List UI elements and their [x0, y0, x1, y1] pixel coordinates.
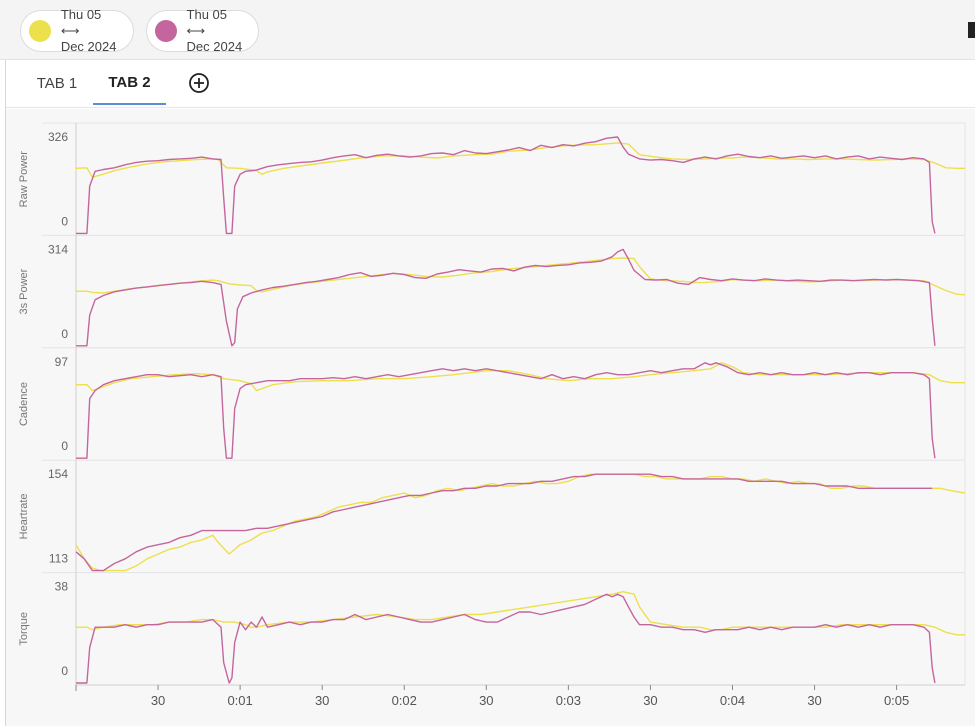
x-tick-label: 0:01	[227, 693, 252, 708]
x-tick-label: 30	[479, 693, 493, 708]
tab-bar: TAB 1 TAB 2	[6, 61, 975, 108]
x-tick-label: 30	[151, 693, 165, 708]
y-tick-label-min: 0	[61, 439, 68, 453]
x-tick-label: 30	[315, 693, 329, 708]
series-line-1	[76, 591, 965, 636]
y-tick-label-max: 154	[48, 467, 68, 481]
x-tick-label: 0:02	[392, 693, 417, 708]
session-chip-1[interactable]: Thu 05 ⟷ Dec 2024	[20, 7, 134, 55]
x-tick-label: 0:03	[556, 693, 581, 708]
session-date-label: Thu 05 ⟷ Dec 2024	[61, 7, 123, 55]
chart-panel-1: 326 0 Raw Power	[18, 122, 966, 236]
session-color-dot	[155, 20, 177, 42]
session-date-line2: Dec 2024	[186, 39, 243, 54]
tab-1[interactable]: TAB 1	[36, 74, 78, 92]
session-date-line1: Thu 05 ⟷	[186, 7, 228, 38]
chart-frame	[75, 459, 966, 574]
series-line-2	[76, 248, 936, 347]
chart-panel-3: 97 0 Cadence	[18, 347, 966, 461]
left-divider	[5, 60, 6, 726]
series-line-2	[76, 362, 936, 459]
session-color-dot	[29, 20, 51, 42]
y-tick-label-min: 0	[61, 327, 68, 341]
chart-panel-5: 38 0 Torque	[18, 572, 966, 686]
plus-circle-icon[interactable]	[188, 72, 210, 94]
y-axis-label: Raw Power	[18, 151, 30, 208]
session-date-line1: Thu 05 ⟷	[60, 7, 102, 38]
series-line-2	[76, 593, 936, 684]
y-tick-label-min: 113	[49, 552, 68, 566]
chart-frame	[75, 347, 966, 461]
session-date-line2: Dec 2024	[60, 39, 117, 54]
series-line-2	[75, 473, 933, 572]
panel-toggle-icon[interactable]	[968, 22, 975, 38]
y-axis-label: Torque	[18, 612, 30, 646]
y-tick-label-max: 97	[55, 355, 69, 369]
x-tick-label: 0:05	[884, 693, 909, 708]
y-axis-label: Cadence	[18, 382, 30, 426]
chart-frame	[75, 572, 966, 686]
charts-container: 326 0 Raw Power 314 0 3s Power 97 0 Cadence 154 11…	[18, 122, 966, 708]
x-tick-label: 30	[643, 693, 657, 708]
chart-panel-area: 326 0 Raw Power 314 0 3s Power 97 0 Cadence 154 11…	[6, 109, 975, 726]
y-axis-label: 3s Power	[18, 268, 30, 314]
session-bar: Thu 05 ⟷ Dec 2024 Thu 05 ⟷ Dec 2024	[0, 0, 975, 60]
series-line-1	[76, 362, 965, 392]
chart-frame	[75, 234, 966, 349]
y-tick-label-min: 0	[61, 214, 68, 228]
y-axis-label: Heartrate	[18, 493, 30, 539]
series-line-2	[76, 136, 936, 235]
session-chip-2[interactable]: Thu 05 ⟷ Dec 2024	[146, 7, 259, 55]
y-tick-label-min: 0	[61, 664, 68, 678]
session-date-label: Thu 05 ⟷ Dec 2024	[187, 7, 248, 55]
chart-panel-4: 154 113 Heartrate	[18, 459, 966, 574]
tab-2[interactable]: TAB 2	[93, 61, 166, 105]
x-tick-label: 0:04	[720, 693, 745, 708]
chart-frame	[75, 122, 966, 236]
y-tick-label-max: 38	[55, 580, 69, 594]
x-tick-label: 30	[807, 693, 821, 708]
y-tick-label-max: 314	[48, 242, 68, 256]
y-tick-label-max: 326	[48, 130, 68, 144]
chart-panel-2: 314 0 3s Power	[18, 234, 966, 349]
